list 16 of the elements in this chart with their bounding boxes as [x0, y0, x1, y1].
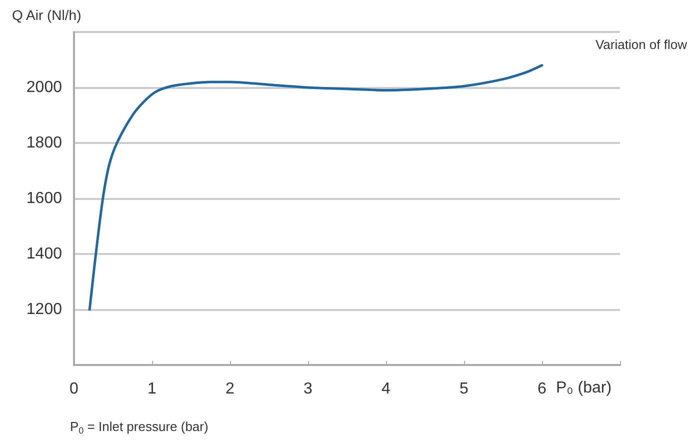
- y-tick-label: 1600: [26, 190, 62, 207]
- x-tick-label: 2: [226, 380, 235, 398]
- y-axis-title: Q Air (Nl/h): [12, 7, 82, 23]
- x-tick-label: 3: [304, 380, 313, 398]
- line-series: [88, 64, 544, 311]
- x-axis-title: P₀ (bar): [556, 380, 612, 396]
- y-tick-label: 1800: [26, 134, 62, 152]
- y-tick-label: 1400: [26, 246, 62, 262]
- x-tick-label: 6: [538, 380, 547, 398]
- x-tick-label: 4: [382, 380, 391, 398]
- y-tick-label: 1200: [26, 301, 62, 318]
- annotation: Variation of flow: [595, 37, 688, 52]
- x-tick-label: 0: [70, 380, 79, 398]
- x-tick-label: 5: [460, 380, 469, 398]
- x-tick-label: 1: [148, 380, 157, 398]
- y-tick-label: 2000: [26, 79, 62, 96]
